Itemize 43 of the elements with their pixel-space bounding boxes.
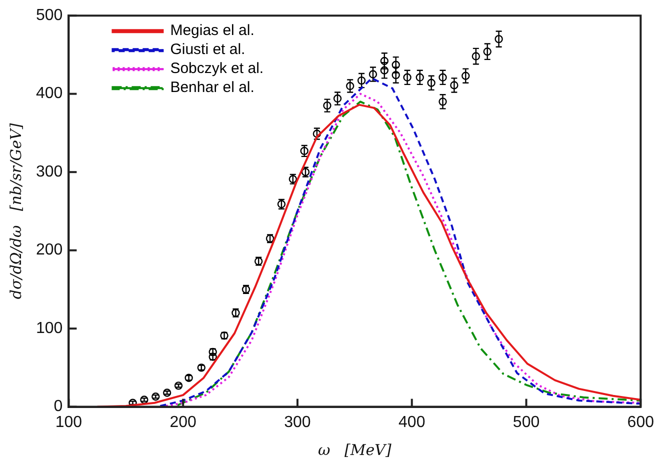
point (312, 130, 322, 138)
point (174, 382, 183, 390)
point (438, 73, 447, 82)
point (300, 146, 308, 156)
point (462, 72, 470, 80)
x-axis-title: ω [MeV] (318, 440, 392, 459)
point (392, 60, 400, 69)
point (357, 76, 366, 85)
point (333, 94, 342, 103)
point (472, 52, 480, 60)
x-tick-label: 600 (627, 414, 654, 431)
y-tick-label: 0 (54, 398, 63, 416)
x-tick-label: 300 (284, 414, 311, 431)
point (346, 82, 354, 90)
point (380, 56, 389, 66)
y-axis-title: dσ/dΩ/dω [nb/sr/GeV] (6, 123, 25, 300)
legend-label: Benhar el al. (170, 79, 254, 96)
point (450, 81, 458, 90)
point (427, 78, 436, 87)
x-tick-label: 500 (512, 414, 540, 431)
point (438, 98, 447, 106)
point (140, 396, 148, 404)
y-tick-label: 100 (36, 320, 63, 337)
y-tick-label: 300 (36, 163, 63, 180)
y-tick-label: 400 (36, 85, 63, 102)
x-tick-label: 200 (170, 414, 197, 431)
legend-label: Sobczyk et al. (170, 60, 264, 78)
x-tick-label: 400 (398, 414, 426, 431)
point (152, 392, 160, 401)
point (392, 70, 400, 80)
point (162, 388, 172, 397)
legend-label: Giusti et al. (170, 41, 246, 58)
point (380, 66, 389, 74)
x-tick-label: 100 (55, 414, 82, 431)
point (403, 73, 412, 82)
y-tick-label: 500 (36, 7, 63, 24)
point (483, 47, 492, 56)
legend-label: Megias el al. (170, 22, 254, 40)
point (494, 34, 503, 44)
point (368, 70, 378, 78)
y-tick-label: 200 (36, 242, 63, 259)
point (323, 101, 332, 110)
point (416, 73, 424, 82)
